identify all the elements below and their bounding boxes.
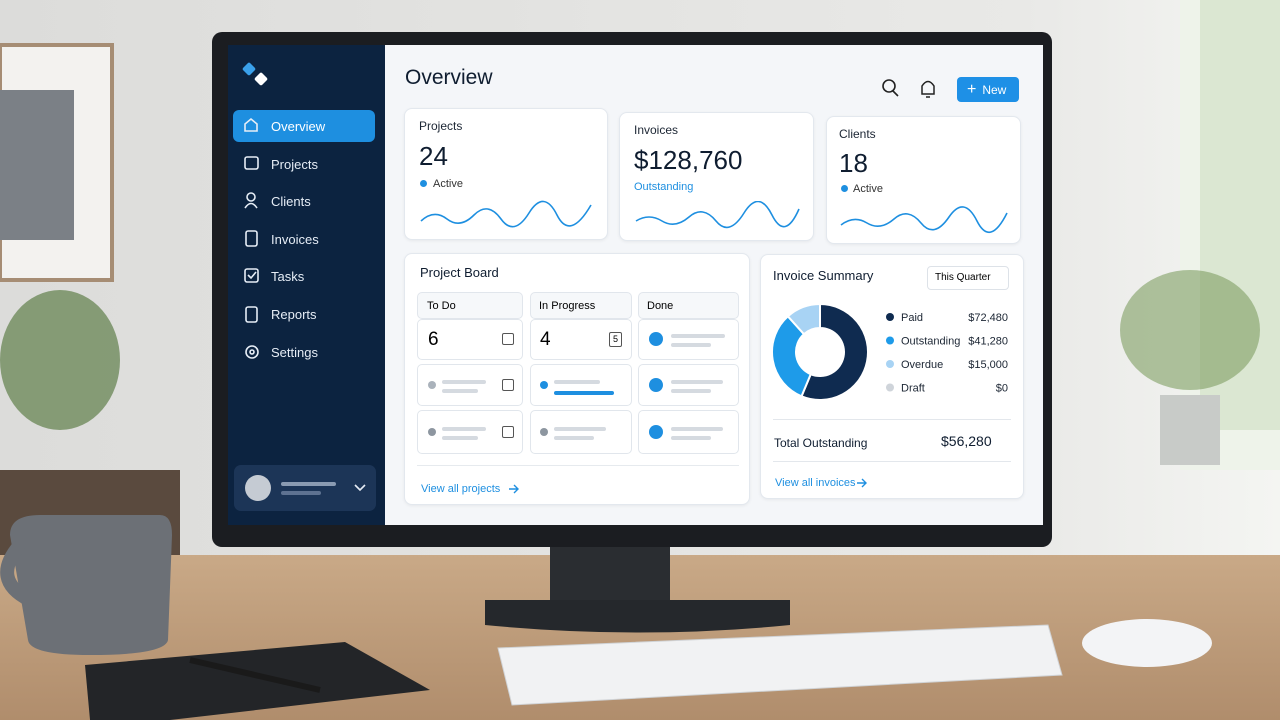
legend-name: Outstanding xyxy=(901,336,960,348)
legend-name: Draft xyxy=(901,383,925,395)
done-check xyxy=(649,332,663,346)
stat-note: Active xyxy=(433,178,463,190)
stat-label: Clients xyxy=(839,127,876,141)
legend-amount: $15,000 xyxy=(968,359,1008,371)
task-card[interactable] xyxy=(638,319,739,360)
arrow-icon xyxy=(857,478,867,488)
stat-label: Invoices xyxy=(634,123,679,137)
stat-label: Projects xyxy=(419,119,463,133)
status-dot xyxy=(420,180,427,187)
column-name: To Do xyxy=(427,300,456,312)
arrow-icon xyxy=(509,484,519,494)
stat-value: $128,760 xyxy=(634,145,743,175)
page-title: Overview xyxy=(405,66,493,89)
legend-name: Overdue xyxy=(901,359,943,371)
donut-slice xyxy=(800,302,869,401)
total-label: Total Outstanding xyxy=(774,436,868,450)
total-value: $56,280 xyxy=(941,433,992,449)
nav-item[interactable]: Overview xyxy=(271,119,326,134)
legend-dot xyxy=(886,336,894,345)
nav-item[interactable]: Settings xyxy=(271,345,318,360)
project-board: Project Board To Do In Progress Done 6 4… xyxy=(404,253,750,505)
new-button[interactable]: + New xyxy=(957,77,1019,102)
nav-item[interactable]: Clients xyxy=(271,194,311,209)
done-check xyxy=(649,425,663,439)
column-badge: 5 xyxy=(609,332,622,347)
view-all-link[interactable]: View all projects xyxy=(421,483,501,495)
task-card[interactable] xyxy=(417,410,523,454)
donut-slice xyxy=(771,314,813,398)
column-name: In Progress xyxy=(539,300,596,312)
column-header: To Do xyxy=(417,292,523,319)
period-dropdown[interactable]: This Quarter xyxy=(927,266,1009,290)
task-card[interactable] xyxy=(638,410,739,454)
task-card[interactable]: 6 xyxy=(417,319,523,360)
column-name: Done xyxy=(647,300,674,312)
donut-chart: Paid $72,480 Outstanding $41,280 Overdue $15,… xyxy=(771,302,1008,401)
done-check xyxy=(649,378,663,392)
legend-dot xyxy=(886,383,894,392)
panel-title: Project Board xyxy=(420,265,499,280)
task-card[interactable] xyxy=(417,364,523,406)
nav-item[interactable]: Projects xyxy=(271,157,318,172)
profile[interactable] xyxy=(234,465,376,511)
donut-slice xyxy=(786,302,821,336)
calendar-icon xyxy=(502,426,514,438)
task-card[interactable] xyxy=(530,364,632,406)
task-card[interactable] xyxy=(638,364,739,406)
calendar-icon xyxy=(502,379,514,391)
nav-item[interactable]: Reports xyxy=(271,307,317,322)
sparkline xyxy=(635,201,800,229)
nav-active[interactable] xyxy=(233,110,375,142)
task-card[interactable] xyxy=(530,410,632,454)
period-label: This Quarter xyxy=(935,272,991,283)
view-all-link[interactable]: View all invoices xyxy=(775,477,856,489)
logo xyxy=(242,62,268,86)
column-count: 4 xyxy=(540,329,551,350)
legend-dot xyxy=(886,360,894,368)
column-header: Done xyxy=(638,292,739,319)
sparkline xyxy=(420,200,592,228)
legend-name: Paid xyxy=(901,312,923,324)
plus-icon: + xyxy=(967,81,977,98)
legend-amount: $0 xyxy=(996,383,1008,395)
stat-note: Active xyxy=(853,183,883,195)
calendar-icon xyxy=(502,333,514,345)
stat-card: Clients 18 Active xyxy=(826,116,1021,244)
column-count: 6 xyxy=(428,329,439,350)
stat-card: Projects 24 Active xyxy=(404,108,608,240)
stat-card: Invoices $128,760 Outstanding xyxy=(619,112,814,241)
legend-dot xyxy=(886,313,894,321)
panel-title: Invoice Summary xyxy=(773,268,874,283)
stat-note: Outstanding xyxy=(634,181,694,193)
nav-item[interactable]: Invoices xyxy=(271,232,319,247)
nav-item[interactable]: Tasks xyxy=(271,269,305,284)
legend-amount: $72,480 xyxy=(968,312,1008,324)
stat-value: 24 xyxy=(419,141,448,171)
stat-value: 18 xyxy=(839,148,868,178)
status-dot xyxy=(841,185,848,192)
column-header: In Progress xyxy=(530,292,632,319)
sparkline xyxy=(840,206,1008,233)
new-button-label: New xyxy=(982,83,1007,97)
legend-amount: $41,280 xyxy=(968,336,1008,348)
